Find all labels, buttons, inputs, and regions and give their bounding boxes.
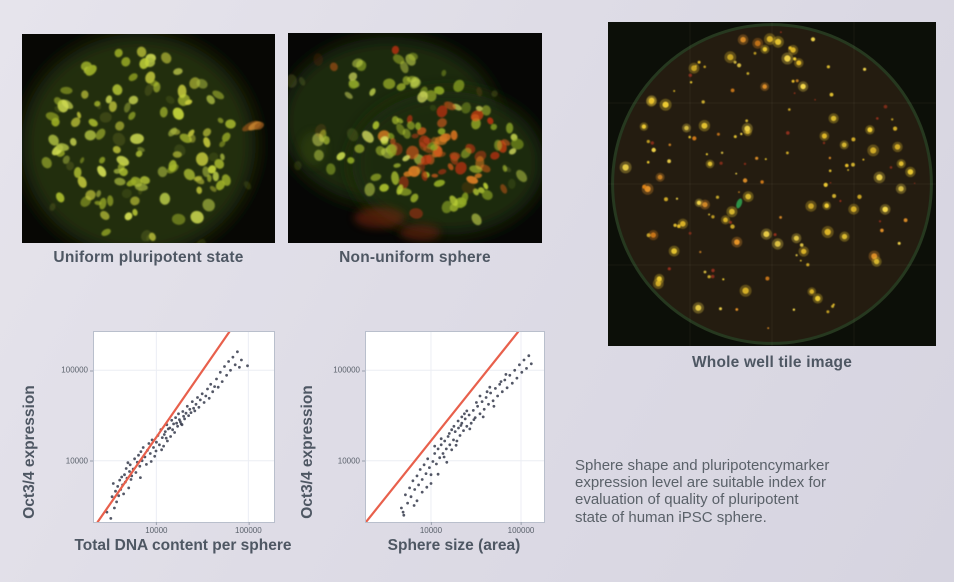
chart2-x-axis-label: Sphere size (area) (387, 537, 521, 554)
description-line: evaluation of quality of pluripotent (575, 491, 799, 509)
whole-well-tile-micrograph (608, 22, 936, 346)
scatter-plot-dna (94, 332, 274, 522)
description-line: state of human iPSC sphere. (575, 508, 767, 526)
scatter-chart-size: 10000 100000 10000 100000 (333, 331, 545, 535)
uniform-sphere-caption: Uniform pluripotent state (53, 249, 244, 266)
scatter-chart-dna: 10000 100000 10000 100000 (61, 331, 275, 535)
whole-well-tile-image (608, 22, 936, 346)
chart2-y-axis-label: Oct3/4 expression (299, 385, 316, 519)
chart1-x-axis-label: Total DNA content per sphere (74, 537, 292, 554)
y-tick-label: 100000 (61, 365, 93, 375)
y-tick-label: 100000 (333, 365, 365, 375)
nonuniform-sphere-micrograph (288, 33, 542, 243)
scatter-plot-size (366, 332, 544, 522)
x-tick-label: 10000 (145, 522, 168, 535)
x-tick-label: 10000 (419, 522, 443, 535)
description-line: Sphere shape and pluripotencymarker (575, 457, 830, 474)
y-tick-label: 10000 (65, 456, 94, 466)
uniform-sphere-image (22, 34, 275, 243)
y-tick-label: 10000 (337, 456, 366, 466)
uniform-sphere-micrograph (22, 34, 275, 243)
whole-well-caption: Whole well tile image (691, 354, 853, 371)
x-tick-label: 100000 (234, 522, 262, 535)
chart1-y-axis-label: Oct3/4 expression (21, 385, 38, 519)
nonuniform-sphere-image (288, 33, 542, 243)
description-text: Sphere shape and pluripotencymarker expr… (575, 457, 829, 526)
x-tick-label: 100000 (507, 522, 535, 535)
nonuniform-sphere-caption: Non-uniform sphere (339, 249, 491, 266)
description-line: expression level are suitable index for (575, 474, 826, 492)
